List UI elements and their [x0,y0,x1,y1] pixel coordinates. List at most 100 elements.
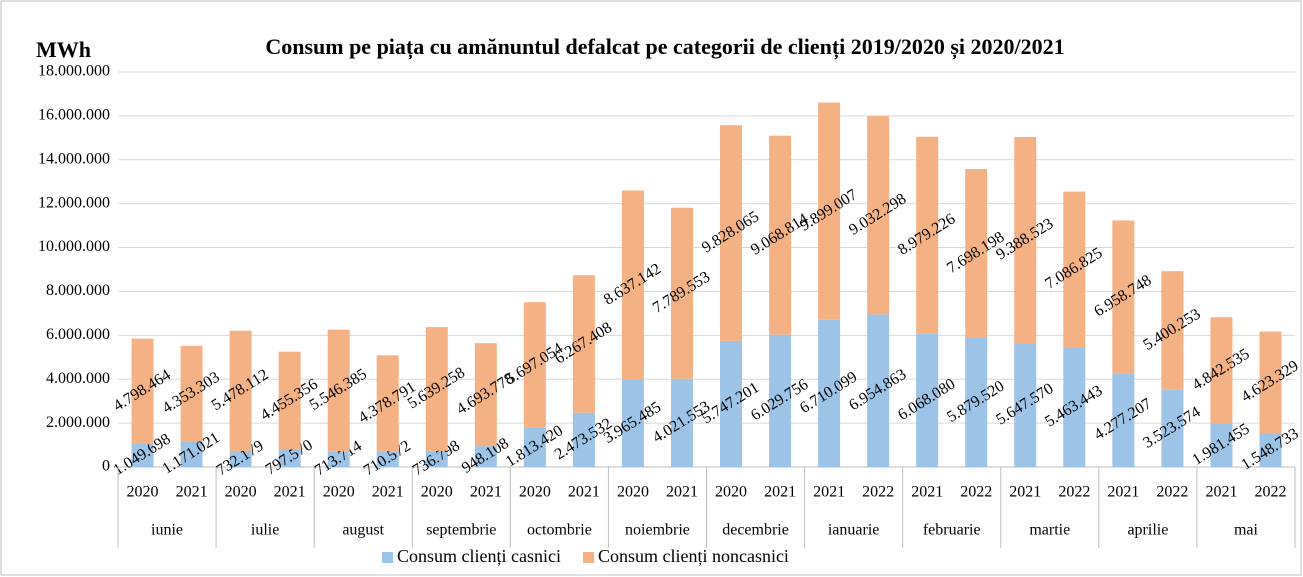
x-tick-label: 2021 [1107,484,1139,501]
bar-segment [278,449,301,467]
x-tick-label: 2021 [1205,484,1237,501]
group-label: aprilie [1127,522,1168,539]
x-tick-label: 2022 [1254,484,1286,501]
bar-segment [867,314,890,467]
legend-swatch [582,552,594,563]
y-tick-label: 16.000.000 [38,107,110,124]
bar-segment [769,334,792,467]
y-tick-label: 2.000.000 [46,414,110,431]
bar-segment [572,412,595,467]
bar-segment [867,116,890,315]
group-label: iulie [251,522,279,539]
y-tick-label: 12.000.000 [38,194,110,211]
bar-segment [965,337,988,467]
x-tick-label: 2022 [1058,484,1090,501]
bar-segment [572,275,595,413]
x-tick-label: 2022 [1156,484,1188,501]
bar-segment [1259,433,1282,467]
group-label: decembrie [722,522,789,539]
x-tick-label: 2021 [274,484,306,501]
bar-segment [474,446,497,467]
bar-segment [1210,317,1233,424]
x-tick-label: 2021 [372,484,404,501]
bar-segment [621,190,644,380]
x-tick-label: 2020 [127,484,159,501]
bar-segment [818,319,841,467]
x-tick-label: 2021 [911,484,943,501]
bar-segment [965,169,988,338]
bar-segment [425,450,448,467]
group-label: februarie [923,522,981,539]
x-tick-label: 2021 [568,484,600,501]
bar-segment [425,327,448,451]
x-tick-label: 2022 [960,484,992,501]
x-tick-label: 2020 [519,484,551,501]
bar-segment [131,443,154,467]
y-tick-label: 4.000.000 [46,370,110,387]
bar-segment [474,343,497,447]
group-label: octombrie [527,522,592,539]
x-tick-label: 2022 [862,484,894,501]
group-label: iunie [151,522,183,539]
y-tick-label: 0 [102,458,110,475]
x-tick-label: 2021 [1009,484,1041,501]
x-tick-label: 2021 [470,484,502,501]
bar-segment [769,135,792,335]
y-tick-label: 14.000.000 [38,150,110,167]
y-tick-label: 8.000.000 [46,282,110,299]
x-tick-label: 2020 [617,484,649,501]
bar-segment [131,338,154,444]
bar-segment [1210,423,1233,467]
x-tick-label: 2021 [813,484,845,501]
legend-swatch [382,552,393,563]
bar-segment [670,207,693,379]
x-tick-label: 2021 [764,484,796,501]
bar-segment [180,345,203,442]
bar-segment [1014,343,1037,467]
bar-segment [376,355,399,452]
bar-segment [229,330,252,451]
y-tick-label: 6.000.000 [46,326,110,343]
bar-segment [621,379,644,467]
group-label: ianuarie [828,522,880,539]
bar-segment [327,329,350,452]
bar-segment [670,378,693,467]
x-tick-label: 2021 [176,484,208,501]
bar-segment [523,427,546,467]
bar-segment [180,441,203,467]
x-tick-label: 2020 [225,484,257,501]
y-tick-label: 18.000.000 [38,63,110,80]
bar-segment [1063,347,1086,467]
bar-segment [376,451,399,467]
bar-segment [229,450,252,467]
bar-segment [1259,331,1282,434]
bar-segment [916,136,939,334]
bar-segment [818,102,841,320]
x-tick-label: 2021 [666,484,698,501]
x-tick-label: 2020 [323,484,355,501]
bar-segment [720,340,743,467]
bar-segment [278,351,301,450]
bar-segment [1112,373,1135,467]
x-tick-label: 2020 [421,484,453,501]
bar-segment [523,302,546,428]
legend-label: Consum clienți casnici [397,546,561,566]
bar-segment [1063,191,1086,348]
bar-segment [1161,389,1184,467]
bar-segment [720,125,743,341]
group-label: noiembrie [625,522,690,539]
bar-segment [1161,271,1184,390]
group-label: mai [1234,522,1259,539]
y-tick-label: 10.000.000 [38,238,110,255]
bar-segment [1014,137,1037,344]
bar-segment [1112,220,1135,374]
group-label: martie [1029,522,1070,539]
chart-title: Consum pe piața cu amănuntul defalcat pe… [265,34,1065,59]
bar-segment [916,333,939,467]
bar-segment [327,451,350,467]
legend-label: Consum clienți noncasnici [598,546,789,566]
x-tick-label: 2020 [715,484,747,501]
